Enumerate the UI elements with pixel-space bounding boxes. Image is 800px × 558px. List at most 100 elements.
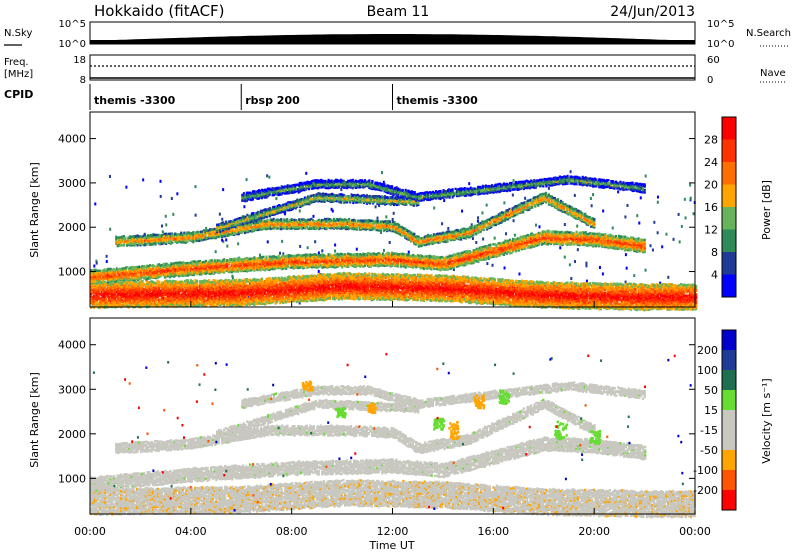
power-cell	[475, 241, 477, 244]
power-cell	[205, 227, 207, 230]
power-cell	[481, 211, 483, 214]
power-cell	[259, 254, 261, 257]
power-cell	[381, 171, 383, 174]
power-cell	[267, 240, 269, 243]
power-cell	[617, 190, 619, 193]
power-cell	[564, 256, 566, 259]
nave-tick-high: 60	[707, 55, 720, 66]
power-cell	[125, 186, 127, 189]
beam-title: Beam 11	[367, 4, 430, 20]
noise-tick-low: 10^0	[59, 39, 86, 50]
power-cell	[93, 265, 95, 268]
power-cell	[679, 240, 681, 243]
power-cell	[513, 179, 515, 182]
nave-label: Nave	[760, 68, 786, 79]
power-cell	[590, 197, 592, 200]
power-cell	[570, 170, 572, 173]
power-cell	[577, 248, 579, 251]
power-cell	[141, 280, 143, 282]
power-cell	[650, 244, 652, 247]
freq-tick-high: 18	[73, 55, 86, 66]
power-cell	[564, 223, 566, 226]
power-cell	[443, 199, 445, 202]
power-cell	[625, 253, 627, 256]
power-cell	[237, 242, 239, 245]
power-cell	[96, 262, 98, 265]
power-cell	[513, 219, 515, 222]
noise-right-tick-low: 10^0	[707, 39, 734, 50]
date-title: 24/Jun/2013	[610, 4, 695, 20]
power-cell	[486, 262, 488, 265]
power-cell	[667, 276, 669, 279]
power-cell	[221, 218, 223, 221]
radar-summary-plot: Hokkaido (fitACF) Beam 11 24/Jun/2013 N.…	[0, 0, 800, 554]
power-cell	[576, 225, 578, 228]
power-cell	[356, 248, 358, 251]
power-cell	[161, 224, 163, 227]
power-cell	[160, 195, 162, 198]
power-cell	[377, 217, 379, 220]
power-cell	[602, 272, 604, 275]
power-cell	[243, 205, 245, 208]
power-cell	[681, 225, 683, 228]
power-cell	[314, 240, 316, 243]
power-cell	[219, 213, 221, 216]
freq-label-2: [MHz]	[4, 69, 33, 80]
power-cell	[685, 216, 687, 219]
power-cell	[331, 208, 333, 211]
power-cell	[299, 209, 301, 212]
power-cell	[673, 238, 675, 241]
cpid-segments: themis -3300 rbsp 200 themis -3300	[94, 84, 478, 110]
freq-label-1: Freq.	[4, 57, 29, 68]
power-cell	[312, 215, 314, 218]
power-cell	[305, 172, 307, 175]
power-cell	[657, 231, 659, 234]
power-cell	[477, 216, 479, 219]
power-cell	[477, 220, 479, 223]
power-cell	[375, 205, 377, 208]
power-cell	[165, 215, 167, 218]
power-cell	[109, 175, 111, 178]
cpid-segment-label: rbsp 200	[245, 94, 300, 107]
power-cell	[225, 238, 227, 241]
power-cell	[318, 270, 320, 273]
power-cell	[626, 204, 628, 207]
power-cell	[433, 206, 435, 209]
cpid-row: CPID themis -3300 rbsp 200 themis -3300	[4, 84, 478, 110]
power-cell	[494, 237, 496, 240]
power-cell	[657, 196, 659, 199]
power-cell	[461, 210, 463, 213]
power-cell	[585, 262, 587, 265]
power-cell	[408, 251, 410, 254]
power-cell	[94, 202, 96, 205]
power-cell	[299, 245, 301, 248]
power-cell	[640, 196, 642, 199]
power-cell	[393, 212, 395, 215]
power-cell	[275, 197, 277, 200]
power-cell	[633, 274, 635, 277]
power-cell	[602, 209, 604, 212]
power-cell	[160, 180, 162, 183]
power-cell	[548, 187, 550, 190]
power-cell	[447, 227, 449, 230]
freq-panel-frame	[90, 55, 695, 80]
power-cell	[518, 272, 520, 275]
power-cell	[266, 174, 268, 177]
cpid-segment-label: themis -3300	[94, 94, 176, 107]
power-cell	[194, 185, 196, 188]
power-cell	[592, 193, 594, 196]
power-cell	[392, 218, 394, 221]
power-cell	[281, 240, 283, 243]
power-cell	[172, 213, 174, 216]
power-cell	[645, 269, 647, 272]
power-cell	[503, 201, 505, 204]
power-cell	[162, 230, 164, 233]
power-cell	[268, 176, 270, 179]
power-cell	[612, 226, 614, 229]
noise-sky-label: N.Sky	[4, 28, 32, 39]
cpid-segment-label: themis -3300	[397, 94, 479, 107]
power-cell	[559, 246, 561, 249]
power-cell	[535, 224, 537, 227]
cpid-label: CPID	[4, 88, 33, 101]
